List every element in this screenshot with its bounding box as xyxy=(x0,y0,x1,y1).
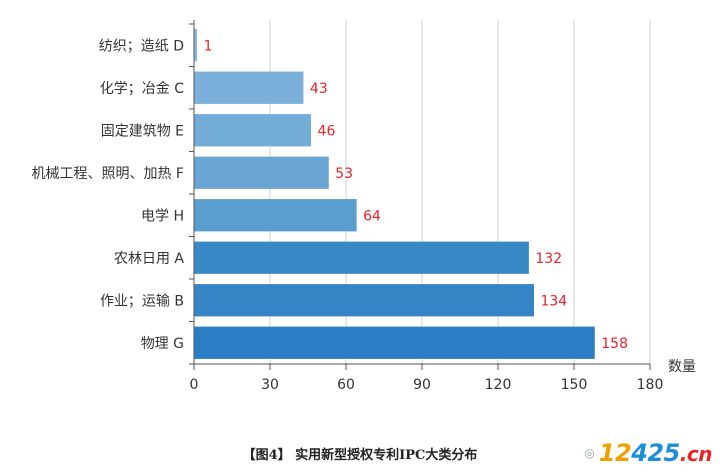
data-label: 158 xyxy=(601,336,628,352)
x-axis-title: 数量 xyxy=(668,359,696,375)
category-label: 作业；运输 B xyxy=(100,293,184,309)
category-label: 固定建筑物 E xyxy=(101,123,184,139)
data-label: 1 xyxy=(204,38,213,54)
data-label: 46 xyxy=(318,123,336,139)
watermark-logo: 12425.cn xyxy=(598,439,713,467)
x-tick-label: 90 xyxy=(413,377,431,393)
category-label: 物理 G xyxy=(141,336,184,352)
labels: 0 30 60 90 120 150 180 纺织；造纸 D 1 化学；冶金 C 43 固定建筑物 E… xyxy=(31,38,663,393)
category-label: 农林日用 A xyxy=(114,251,184,267)
x-tick-label: 150 xyxy=(561,377,588,393)
logo-part-a: 12 xyxy=(598,439,632,467)
bars xyxy=(194,29,595,359)
wechat-icon: ◎ xyxy=(584,446,595,460)
category-label: 纺织；造纸 D xyxy=(99,38,184,54)
data-label: 53 xyxy=(335,166,353,182)
category-label: 化学；冶金 C xyxy=(100,81,184,97)
watermark: ◎ 12425.cn xyxy=(584,436,712,470)
x-tick-label: 180 xyxy=(637,377,664,393)
logo-part-b: 425 xyxy=(631,439,680,467)
bar xyxy=(194,284,534,317)
logo-part-c: .cn xyxy=(679,442,713,466)
bar xyxy=(194,199,357,232)
bar xyxy=(194,156,329,189)
category-label: 电学 H xyxy=(141,208,184,224)
x-tick-label: 120 xyxy=(485,377,512,393)
data-label: 134 xyxy=(540,293,567,309)
data-label: 132 xyxy=(535,251,562,267)
x-tick-label: 60 xyxy=(337,377,355,393)
bar xyxy=(194,71,304,104)
bar xyxy=(194,241,529,274)
data-label: 43 xyxy=(310,81,328,97)
axes xyxy=(189,20,651,370)
bar xyxy=(194,326,595,359)
figure-caption: 【图4】 实用新型授权专利IPC大类分布 xyxy=(242,448,478,463)
category-label: 机械工程、照明、加热 F xyxy=(31,166,184,182)
bar xyxy=(194,29,198,62)
data-label: 64 xyxy=(363,208,381,224)
x-tick-label: 0 xyxy=(190,377,199,393)
bar xyxy=(194,114,312,147)
x-tick-label: 30 xyxy=(261,377,279,393)
bar-chart: 0 30 60 90 120 150 180 纺织；造纸 D 1 化学；冶金 C 43 固定建筑物 E… xyxy=(31,20,696,393)
